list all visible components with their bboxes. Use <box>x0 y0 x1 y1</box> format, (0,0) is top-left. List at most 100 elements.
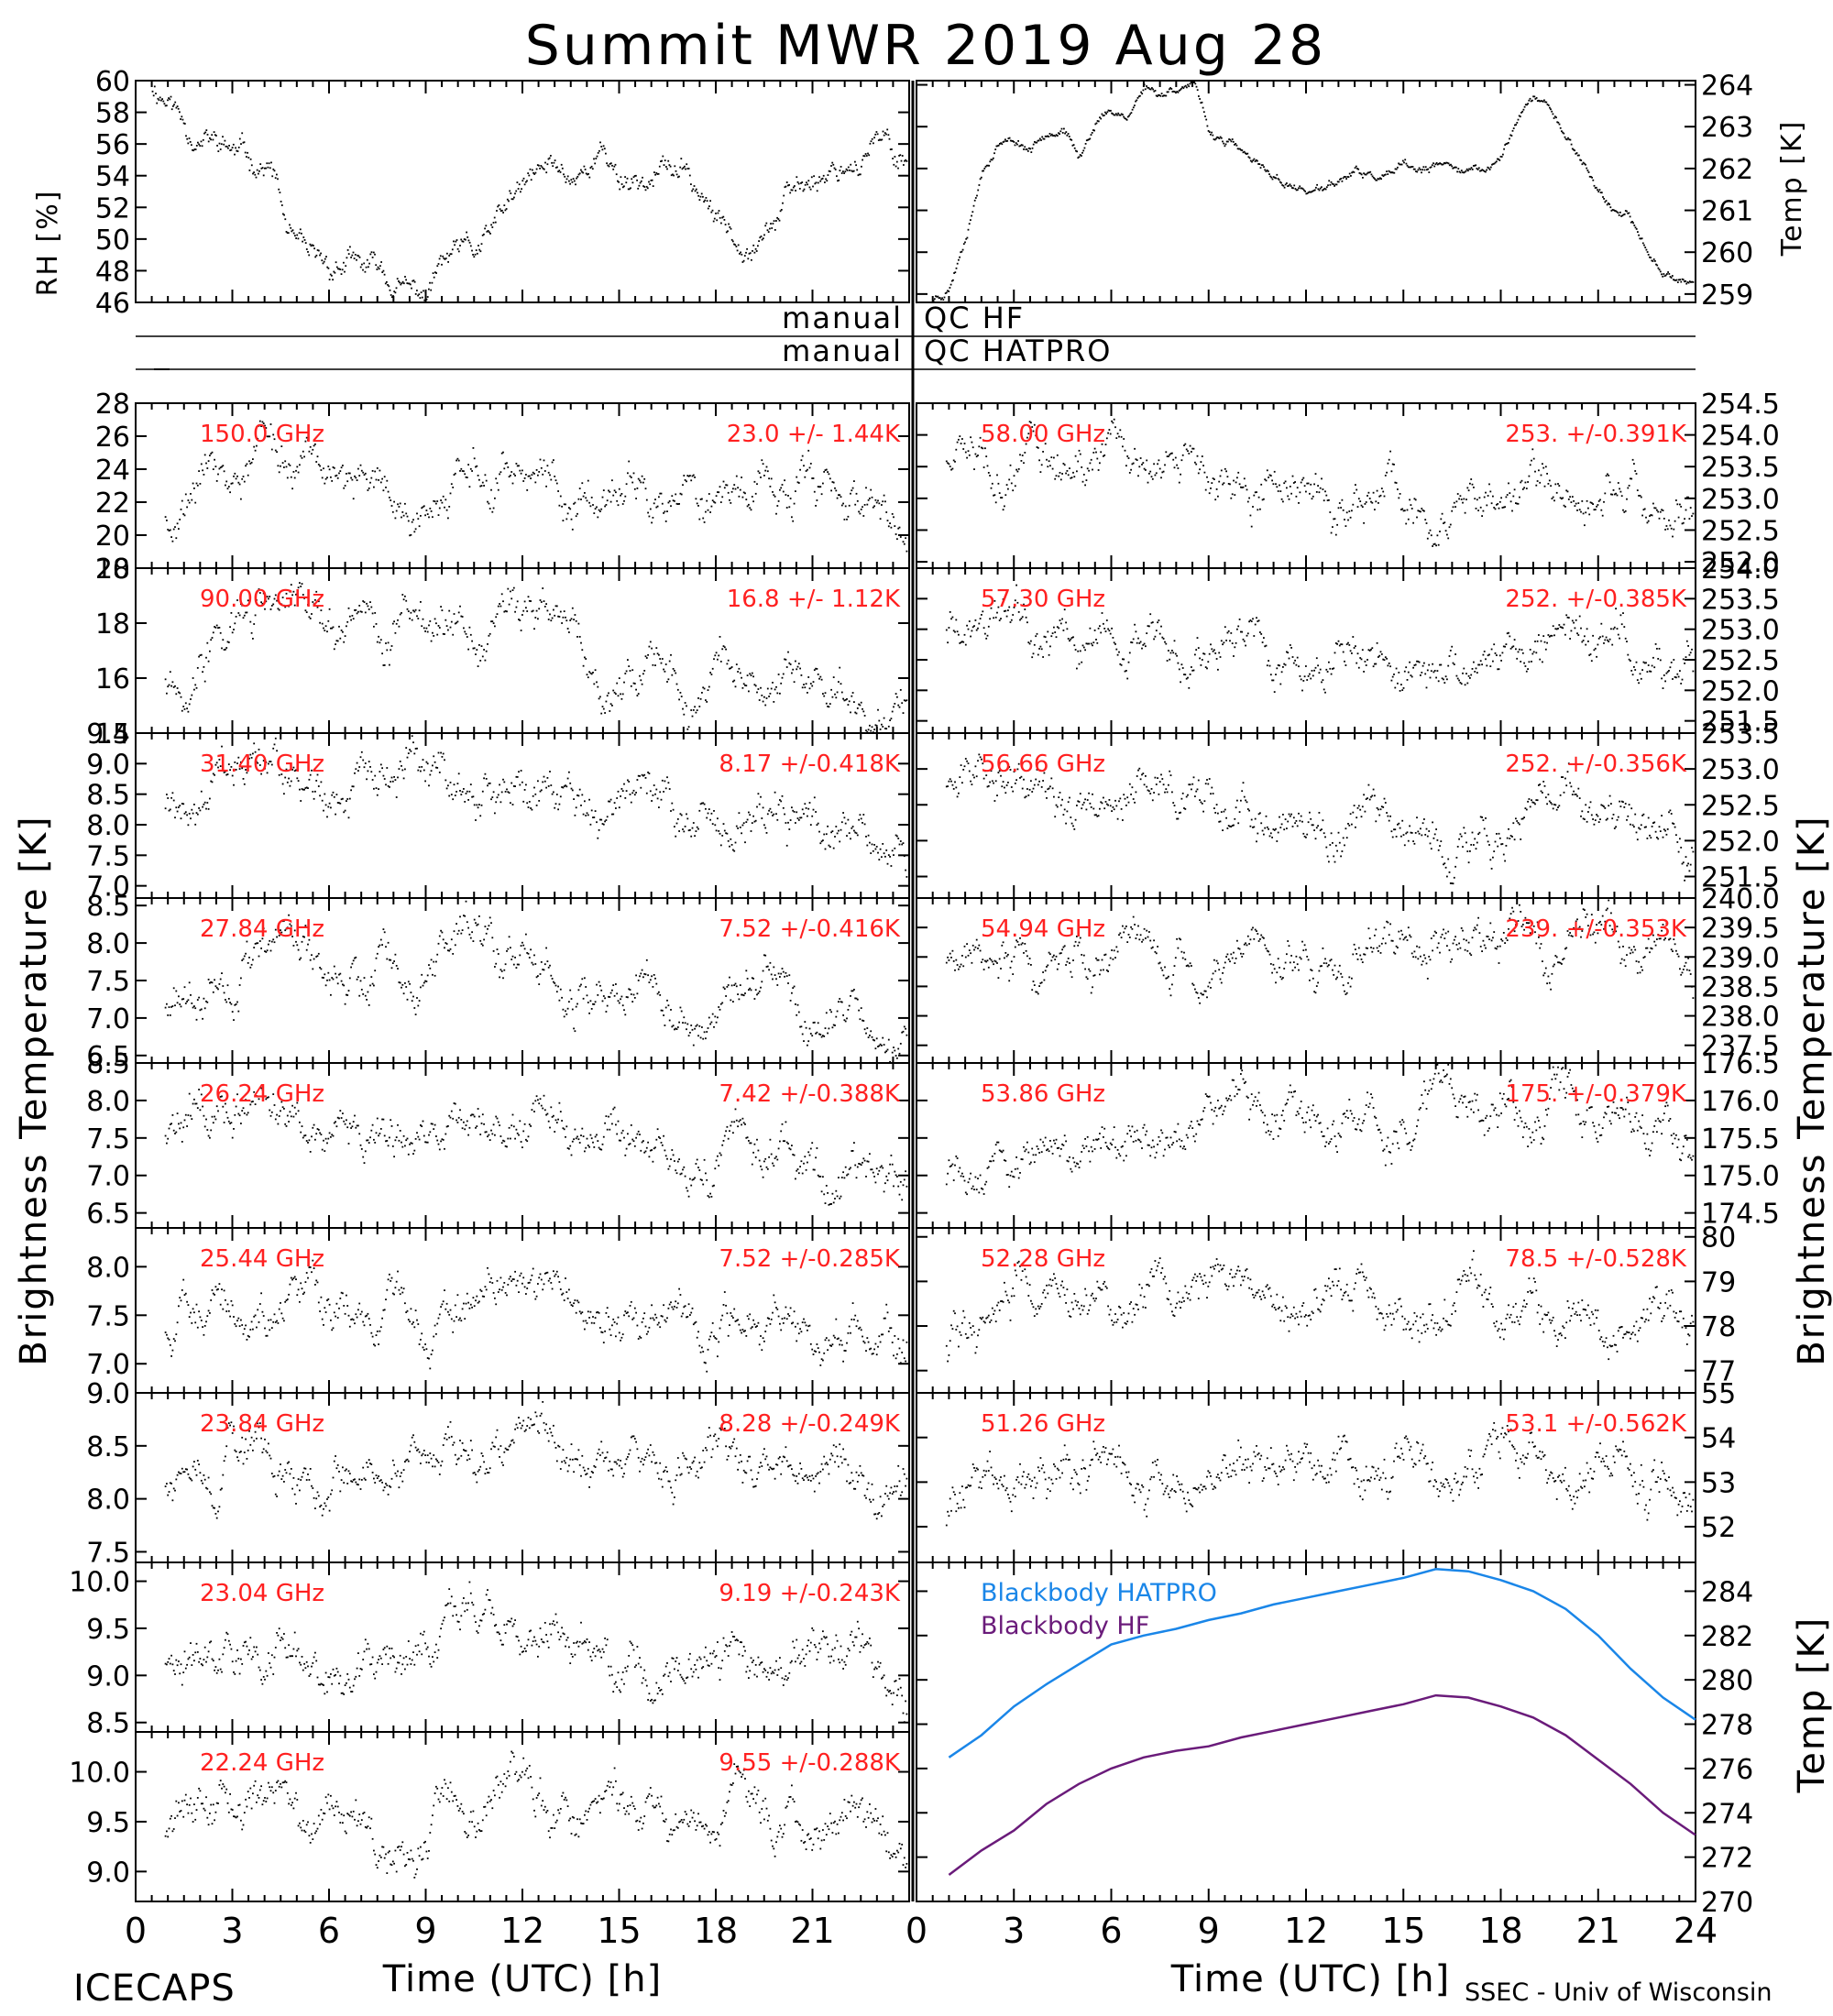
data-point <box>352 498 355 500</box>
data-point <box>204 131 207 134</box>
data-point <box>510 475 511 477</box>
data-point <box>828 473 830 476</box>
data-point <box>710 211 713 214</box>
data-point <box>534 171 537 174</box>
data-point <box>768 477 770 480</box>
data-point <box>212 772 214 775</box>
data-point <box>258 592 261 594</box>
data-point <box>335 643 336 645</box>
data-point <box>834 487 836 489</box>
data-point <box>475 1126 477 1129</box>
data-point <box>882 500 884 503</box>
data-point <box>590 809 593 812</box>
data-point <box>1446 161 1449 164</box>
data-point <box>495 477 498 480</box>
data-point <box>652 794 654 796</box>
data-point <box>636 488 639 489</box>
data-point <box>291 229 294 232</box>
data-point <box>449 492 452 495</box>
data-point <box>521 614 523 616</box>
data-point <box>1620 215 1622 217</box>
data-point <box>423 290 424 292</box>
data-point <box>305 248 308 250</box>
data-point <box>950 279 953 282</box>
data-point <box>568 507 570 509</box>
data-point <box>512 785 515 787</box>
data-point <box>1505 143 1508 145</box>
data-point <box>1400 163 1403 166</box>
data-point <box>1630 221 1632 224</box>
data-point <box>1192 82 1194 83</box>
data-point <box>676 503 679 505</box>
data-point <box>701 802 703 805</box>
data-point <box>776 692 779 695</box>
data-point <box>831 696 834 698</box>
data-point <box>215 761 218 764</box>
data-point <box>528 599 531 602</box>
data-point <box>850 492 851 495</box>
data-point <box>422 618 424 620</box>
data-point <box>368 266 369 268</box>
data-point <box>236 150 239 152</box>
data-point <box>753 998 756 1000</box>
data-point <box>338 973 340 976</box>
data-point <box>480 243 483 246</box>
data-point <box>453 1102 456 1104</box>
data-point <box>643 973 646 975</box>
data-point <box>289 923 291 926</box>
data-point <box>839 666 841 669</box>
data-point <box>1578 154 1580 157</box>
data-point <box>971 214 972 217</box>
data-point <box>860 509 862 510</box>
data-point <box>717 658 719 661</box>
data-point <box>827 1032 829 1035</box>
data-point <box>624 1013 627 1016</box>
data-point <box>1324 188 1327 191</box>
data-point <box>445 619 447 621</box>
data-point <box>596 506 598 509</box>
data-point <box>554 806 556 809</box>
data-point <box>688 174 691 177</box>
data-point <box>166 692 168 695</box>
data-point <box>532 171 534 174</box>
data-point <box>175 1131 178 1134</box>
data-point <box>428 288 430 290</box>
data-point <box>391 1145 394 1147</box>
data-point <box>609 162 612 165</box>
data-point <box>594 669 597 672</box>
data-point <box>1172 90 1175 93</box>
data-point <box>170 108 173 111</box>
data-point <box>502 778 504 781</box>
data-point <box>700 192 703 195</box>
data-point <box>516 600 519 603</box>
data-point <box>1574 149 1575 152</box>
data-point <box>337 268 339 270</box>
data-point <box>718 1006 720 1008</box>
data-point <box>686 728 689 730</box>
data-point <box>441 501 444 504</box>
data-point <box>774 495 776 498</box>
data-point <box>476 804 478 806</box>
data-point <box>291 936 293 937</box>
data-point <box>531 474 533 477</box>
y-tick-label: 60 <box>95 66 130 98</box>
data-point <box>602 145 605 148</box>
data-point <box>379 481 382 484</box>
data-point <box>1687 281 1690 284</box>
data-point <box>902 712 905 714</box>
data-point <box>652 663 654 666</box>
data-point <box>401 282 403 284</box>
data-point <box>715 495 718 498</box>
data-point <box>805 1026 807 1029</box>
data-point <box>678 175 680 178</box>
data-point <box>645 959 648 961</box>
data-point <box>1375 179 1377 181</box>
data-point <box>433 276 435 279</box>
data-point <box>667 678 670 681</box>
data-point <box>505 208 508 210</box>
data-point <box>352 959 355 962</box>
data-point <box>370 606 373 608</box>
data-point <box>701 498 703 500</box>
data-point <box>687 829 690 832</box>
data-point <box>243 783 246 785</box>
